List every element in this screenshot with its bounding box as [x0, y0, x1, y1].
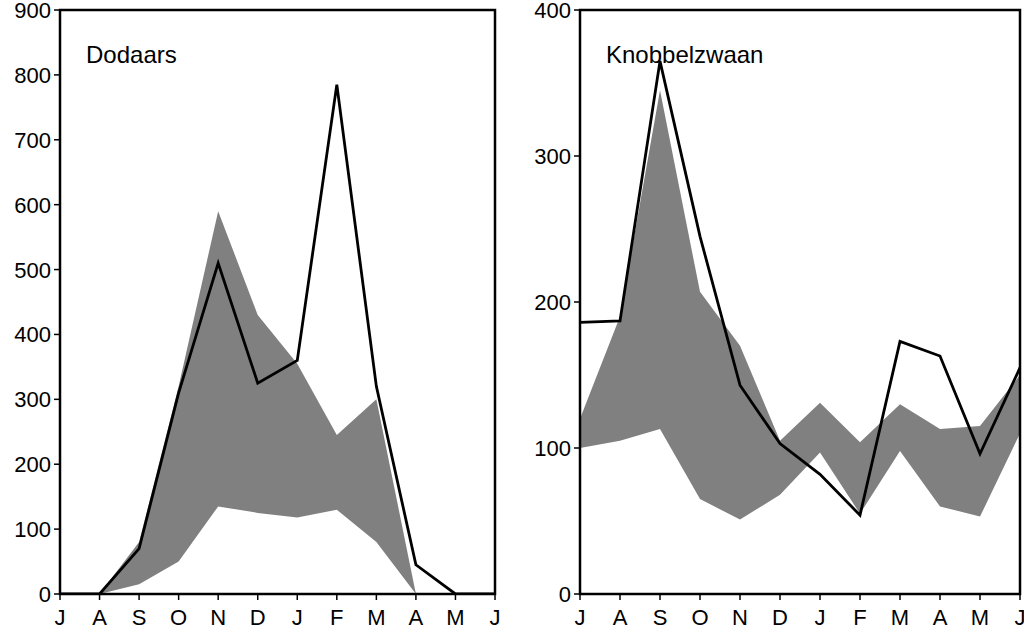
- y-tick: [54, 528, 60, 530]
- range-band: [60, 211, 495, 594]
- x-tick-label: M: [971, 605, 989, 630]
- x-tick: [739, 594, 741, 600]
- y-tick-label: 100: [14, 517, 51, 542]
- y-tick: [574, 447, 580, 449]
- y-tick: [574, 301, 580, 303]
- x-tick-label: D: [250, 605, 266, 630]
- figure: 0100200300400500600700800900JASONDJFMAMJ…: [0, 0, 1024, 632]
- x-tick-label: J: [55, 605, 66, 630]
- x-tick-label: J: [815, 605, 826, 630]
- y-tick-label: 800: [14, 63, 51, 88]
- y-tick-label: 0: [559, 582, 571, 607]
- x-tick: [1019, 594, 1021, 600]
- x-tick: [979, 594, 981, 600]
- x-tick-label: J: [575, 605, 586, 630]
- x-tick: [699, 594, 701, 600]
- x-tick-label: D: [772, 605, 788, 630]
- y-tick: [574, 593, 580, 595]
- y-tick-label: 400: [534, 0, 571, 23]
- y-tick-label: 200: [14, 452, 51, 477]
- x-tick-label: J: [490, 605, 501, 630]
- plot-frame: [60, 10, 495, 594]
- x-tick-label: M: [367, 605, 385, 630]
- x-tick: [415, 594, 417, 600]
- plot-area: [60, 85, 495, 594]
- data-line: [580, 61, 1020, 515]
- x-tick: [579, 594, 581, 600]
- x-tick: [899, 594, 901, 600]
- data-line: [60, 85, 495, 594]
- x-tick-label: J: [1015, 605, 1024, 630]
- y-tick-label: 300: [14, 387, 51, 412]
- y-tick: [54, 334, 60, 336]
- x-tick-label: A: [92, 605, 107, 630]
- y-tick: [54, 9, 60, 11]
- x-tick-label: A: [409, 605, 424, 630]
- x-tick: [297, 594, 299, 600]
- x-tick-label: S: [653, 605, 668, 630]
- chart-title: Dodaars: [86, 41, 177, 68]
- y-tick: [574, 9, 580, 11]
- x-tick: [939, 594, 941, 600]
- x-tick-label: F: [330, 605, 343, 630]
- x-tick: [659, 594, 661, 600]
- x-tick: [619, 594, 621, 600]
- x-tick-label: N: [210, 605, 226, 630]
- x-tick-label: A: [933, 605, 948, 630]
- plot-frame: [580, 10, 1020, 594]
- x-tick-label: M: [446, 605, 464, 630]
- x-tick: [59, 594, 61, 600]
- y-tick: [54, 593, 60, 595]
- y-tick-label: 200: [534, 290, 571, 315]
- x-tick: [217, 594, 219, 600]
- x-tick: [494, 594, 496, 600]
- x-tick-label: O: [691, 605, 708, 630]
- x-tick: [859, 594, 861, 600]
- y-tick: [54, 269, 60, 271]
- plot-area: [580, 61, 1020, 519]
- x-tick-label: A: [613, 605, 628, 630]
- y-tick-label: 600: [14, 193, 51, 218]
- x-tick: [138, 594, 140, 600]
- x-tick-label: N: [732, 605, 748, 630]
- x-tick-label: S: [132, 605, 147, 630]
- y-tick-label: 900: [14, 0, 51, 23]
- x-tick-label: J: [292, 605, 303, 630]
- y-tick: [54, 463, 60, 465]
- x-tick-label: M: [891, 605, 909, 630]
- x-tick: [779, 594, 781, 600]
- y-tick-label: 100: [534, 436, 571, 461]
- y-tick: [54, 139, 60, 141]
- x-tick-label: O: [170, 605, 187, 630]
- chart-title: Knobbelzwaan: [606, 41, 763, 68]
- x-tick-label: F: [853, 605, 866, 630]
- y-tick: [54, 399, 60, 401]
- x-tick: [178, 594, 180, 600]
- x-tick: [819, 594, 821, 600]
- x-tick: [336, 594, 338, 600]
- y-tick-label: 400: [14, 322, 51, 347]
- chart-panel: 0100200300400JASONDJFMAMJKnobbelzwaan: [534, 0, 1024, 630]
- x-tick: [455, 594, 457, 600]
- y-tick: [54, 204, 60, 206]
- y-tick-label: 0: [39, 582, 51, 607]
- x-tick: [99, 594, 101, 600]
- x-tick: [257, 594, 259, 600]
- y-tick-label: 300: [534, 144, 571, 169]
- y-tick: [574, 155, 580, 157]
- x-tick: [376, 594, 378, 600]
- y-tick: [54, 74, 60, 76]
- chart-panel: 0100200300400500600700800900JASONDJFMAMJ…: [14, 0, 500, 630]
- y-tick-label: 500: [14, 258, 51, 283]
- y-tick-label: 700: [14, 128, 51, 153]
